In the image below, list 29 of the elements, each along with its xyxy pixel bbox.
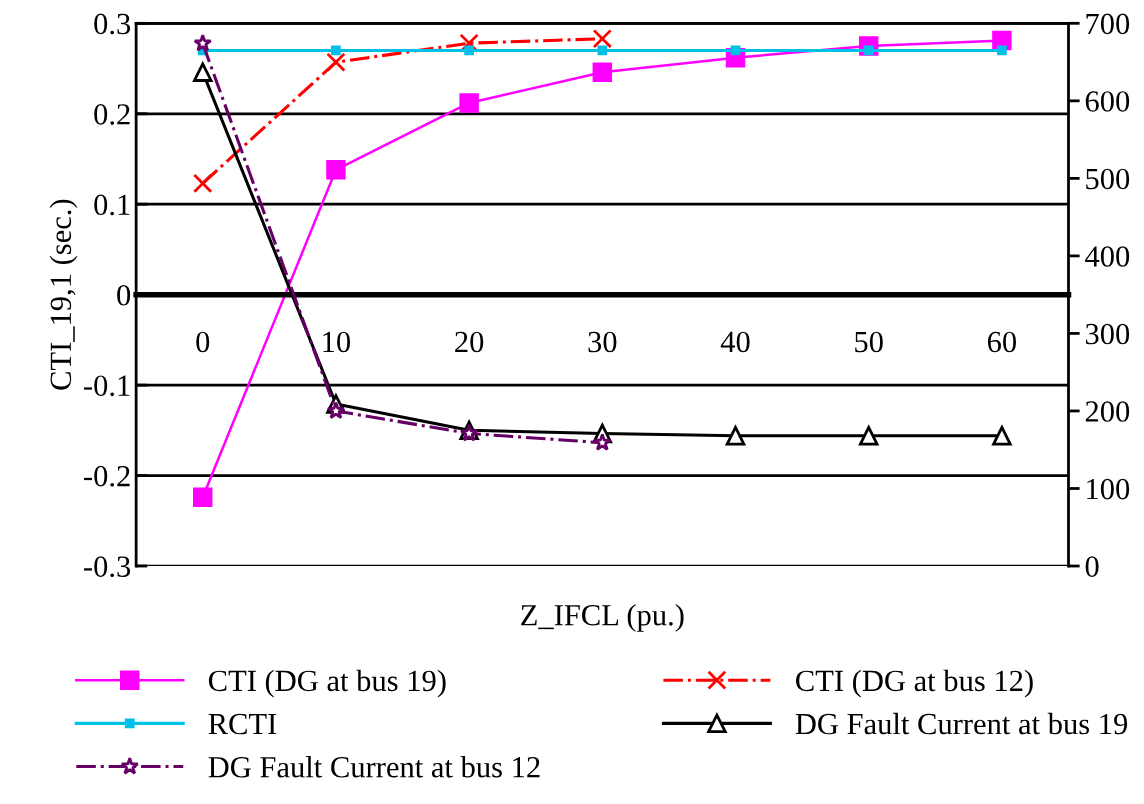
y2-tick-label: 400 — [1085, 246, 1130, 267]
y2-tick-label: 600 — [1085, 91, 1130, 112]
y2-tick-label: 0 — [1085, 556, 1099, 577]
legend-label: RCTI — [208, 713, 277, 735]
y2-tick-label: 700 — [1086, 13, 1130, 35]
x-tick-label: 0 — [196, 331, 210, 353]
x-tick-label: 20 — [455, 331, 484, 353]
x-tick-label: 60 — [987, 331, 1017, 353]
legend-label: DG Fault Current at bus 12 — [208, 756, 540, 778]
y2-tick-label: 300 — [1085, 323, 1130, 345]
y-tick-label: 0.2 — [94, 104, 130, 125]
y-tick-label: -0.3 — [84, 556, 131, 578]
legend-label: CTI (DG at bus 19) — [208, 669, 446, 698]
x-tick-label: 30 — [588, 331, 617, 353]
y-axis-title: CTI_19,1 (sec.) — [49, 199, 78, 390]
x-tick-label: 10 — [323, 331, 351, 353]
y2-tick-label: 500 — [1086, 168, 1130, 190]
y2-tick-label: 100 — [1087, 478, 1130, 500]
y-tick-label: -0.2 — [84, 465, 130, 487]
legend-label: CTI (DG at bus 12) — [796, 669, 1033, 698]
x-tick-label: 50 — [855, 331, 883, 353]
x-tick-label: 40 — [720, 331, 750, 353]
y-tick-label: 0.3 — [94, 13, 131, 35]
y-tick-label: 0.1 — [94, 194, 130, 216]
legend-label: DG Fault Current at bus 19 — [795, 712, 1128, 735]
y-tick-label: -0.1 — [84, 375, 130, 397]
y2-tick-label: 200 — [1085, 401, 1130, 422]
x-axis-title: Z_IFCL (pu.) — [521, 604, 684, 632]
y-tick-label: 0 — [117, 284, 131, 306]
